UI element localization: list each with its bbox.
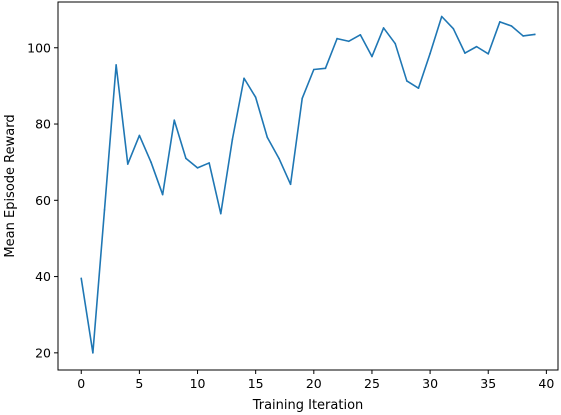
data-point [173,119,176,122]
x-tick-label: 0 [77,376,85,391]
data-point [533,33,536,36]
data-point [266,136,269,139]
data-point [196,167,199,169]
data-point [126,163,129,165]
data-point [382,27,385,29]
data-point [80,277,83,280]
y-tick-label: 40 [35,269,51,284]
data-point [150,161,152,163]
x-tick-label: 30 [422,376,438,391]
data-point [406,80,408,82]
data-point [452,27,455,30]
y-tick-label: 80 [35,117,51,132]
data-point [208,162,210,164]
y-tick-label: 100 [27,40,51,55]
data-point [289,183,292,186]
data-point [185,157,187,160]
data-point [499,21,501,23]
data-point [417,87,420,89]
data-point [138,134,141,137]
data-point [464,52,466,54]
y-tick-label: 20 [35,345,51,360]
data-point [103,209,106,211]
data-point [301,97,303,100]
data-point [487,53,490,55]
x-tick-label: 20 [306,376,322,391]
data-point [359,33,362,36]
data-point [440,15,443,18]
series-line [80,15,536,354]
data-point [394,42,397,45]
y-axis-label: Mean Episode Reward [3,114,18,257]
data-point [231,138,234,141]
data-point [510,25,513,27]
x-tick-label: 5 [135,376,143,391]
axes-frame [57,1,559,371]
x-tick-label: 10 [190,376,206,391]
data-point [313,68,315,71]
x-tick-label: 15 [248,376,264,391]
data-point [115,64,117,66]
data-point [243,77,245,80]
data-point [347,40,350,43]
y-tick-label: 60 [35,193,51,208]
plot-area [58,2,558,370]
x-axis-label: Training Iteration [252,398,364,413]
data-point [278,157,280,160]
data-point [336,37,338,40]
data-point [475,45,478,48]
data-point [522,35,524,37]
data-point [371,55,373,58]
data-point [254,96,257,99]
data-point [324,67,327,70]
data-point [219,212,222,215]
data-point [429,52,431,55]
x-tick-label: 25 [364,376,380,391]
x-tick-label: 40 [538,376,554,391]
x-tick-label: 35 [480,376,496,391]
data-point [161,193,164,196]
data-point [92,352,94,354]
